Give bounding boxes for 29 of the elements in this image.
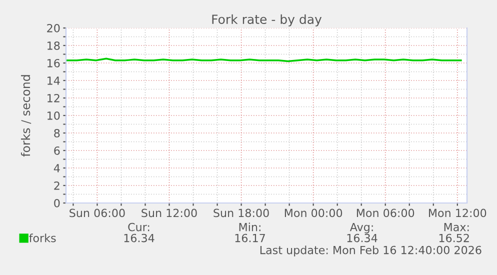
y-tick-label: 8 (54, 128, 60, 138)
x-tick-label: Sun 18:00 (214, 208, 269, 218)
x-tick-label: Mon 00:00 (284, 208, 342, 218)
text: 16.34 (347, 234, 378, 242)
x-tick-label: Mon 06:00 (356, 208, 414, 218)
chart-title: Fork rate - by day (212, 14, 322, 26)
text: Avg: (350, 222, 373, 234)
text: 16.17 (235, 234, 265, 242)
text: Last update: Mon Feb 16 12:40:00 2026 (260, 246, 482, 256)
y-tick-label: 12 (48, 94, 60, 102)
text: 16.52 (439, 234, 469, 242)
y-tick-label: 16 (48, 58, 60, 68)
y-tick-label: 0 (54, 198, 60, 208)
x-tick-label: Sun 06:00 (70, 208, 125, 218)
text: Cur: (128, 222, 150, 232)
legend-label: forks (29, 234, 56, 242)
x-tick-label: Sun 12:00 (142, 208, 197, 218)
text: 16.34 (124, 234, 154, 242)
text: Min: (239, 222, 260, 232)
x-tick-label: Mon 12:00 (428, 208, 486, 218)
y-tick-label: 4 (54, 164, 60, 172)
text: Max: (444, 222, 469, 232)
y-tick-label: 6 (54, 146, 60, 155)
y-tick-label: 14 (48, 76, 60, 85)
y-tick-label: 18 (48, 41, 60, 50)
y-tick-label: 10 (48, 111, 60, 120)
y-tick-label: 2 (54, 181, 60, 190)
y-axis-title: forks / second (20, 75, 32, 157)
y-tick-label: 20 (47, 24, 60, 32)
